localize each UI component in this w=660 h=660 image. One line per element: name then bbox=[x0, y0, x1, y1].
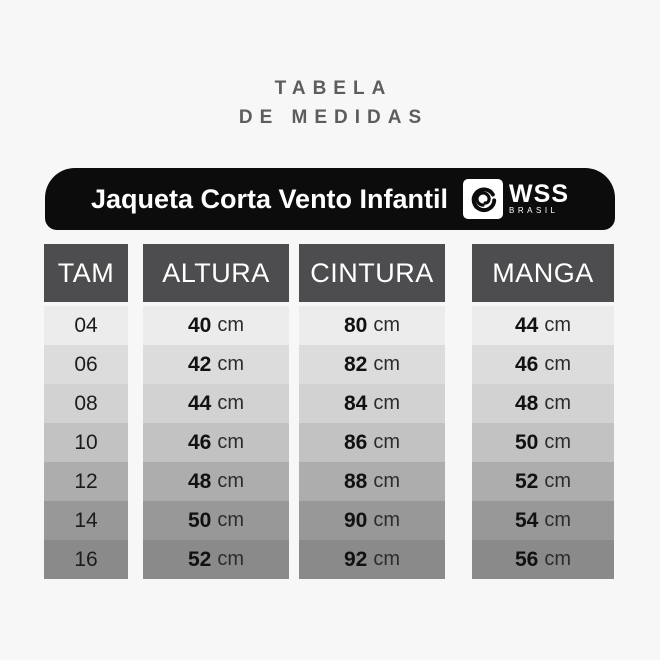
size-cell: 14 bbox=[44, 501, 128, 540]
column-cintura: CINTURA 80 cm 82 cm 84 cm 86 cm 88 cm 90 cm 92 cm bbox=[299, 244, 445, 579]
measure-cell: 84 cm bbox=[299, 384, 445, 423]
measure-cell: 56 cm bbox=[472, 540, 614, 579]
measure-cell: 86 cm bbox=[299, 423, 445, 462]
size-value: 08 bbox=[74, 391, 98, 415]
measure-cell: 92 cm bbox=[299, 540, 445, 579]
measure-unit: cm bbox=[373, 353, 401, 375]
measure-value: 46 bbox=[514, 352, 539, 376]
size-cell: 10 bbox=[44, 423, 128, 462]
measure-value: 52 bbox=[187, 547, 212, 571]
measure-unit: cm bbox=[544, 392, 572, 414]
measure-unit: cm bbox=[373, 548, 401, 570]
size-cell: 12 bbox=[44, 462, 128, 501]
size-value: 14 bbox=[74, 508, 98, 532]
page-title-line2: DE MEDIDAS bbox=[238, 107, 429, 128]
measure-unit: cm bbox=[373, 509, 401, 531]
measure-unit: cm bbox=[373, 470, 401, 492]
column-header-altura: ALTURA bbox=[143, 244, 289, 302]
measure-unit: cm bbox=[544, 509, 572, 531]
measure-unit: cm bbox=[544, 353, 572, 375]
measure-cell: 46 cm bbox=[472, 345, 614, 384]
column-altura: ALTURA 40 cm 42 cm 44 cm 46 cm 48 cm 50 cm 52 cm bbox=[143, 244, 289, 579]
measure-cell: 52 cm bbox=[472, 462, 614, 501]
measure-cell: 48 cm bbox=[143, 462, 289, 501]
measure-value: 50 bbox=[187, 508, 212, 532]
measure-value: 54 bbox=[514, 508, 539, 532]
size-value: 04 bbox=[74, 313, 98, 337]
size-value: 06 bbox=[74, 352, 98, 376]
brand-text: WSS BRASIL bbox=[509, 180, 569, 216]
size-table: TAM 04 06 08 10 12 14 16 ALTURA 40 cm 42 cm 44 cm 46 cm 4… bbox=[44, 244, 616, 579]
size-cell: 16 bbox=[44, 540, 128, 579]
measure-value: 84 bbox=[343, 391, 368, 415]
measure-unit: cm bbox=[544, 470, 572, 492]
measure-unit: cm bbox=[217, 353, 245, 375]
measure-unit: cm bbox=[544, 314, 572, 336]
column-tam: TAM 04 06 08 10 12 14 16 bbox=[44, 244, 128, 579]
measure-cell: 90 cm bbox=[299, 501, 445, 540]
size-cell: 06 bbox=[44, 345, 128, 384]
measure-value: 50 bbox=[514, 430, 539, 454]
size-cell: 08 bbox=[44, 384, 128, 423]
measure-value: 48 bbox=[187, 469, 212, 493]
product-name: Jaqueta Corta Vento Infantil bbox=[90, 183, 449, 214]
measure-cell: 42 cm bbox=[143, 345, 289, 384]
measure-unit: cm bbox=[217, 548, 245, 570]
measure-value: 82 bbox=[343, 352, 368, 376]
measure-value: 86 bbox=[343, 430, 368, 454]
column-header-tam: TAM bbox=[44, 244, 128, 302]
measure-value: 46 bbox=[187, 430, 212, 454]
size-value: 16 bbox=[74, 547, 98, 571]
measure-unit: cm bbox=[373, 431, 401, 453]
column-manga: MANGA 44 cm 46 cm 48 cm 50 cm 52 cm 54 cm 56 cm bbox=[472, 244, 614, 579]
wave-icon bbox=[463, 179, 504, 219]
page-title: TABELA DE MEDIDAS bbox=[0, 74, 660, 132]
brand-sub: BRASIL bbox=[509, 206, 559, 215]
measure-unit: cm bbox=[217, 431, 245, 453]
measure-cell: 88 cm bbox=[299, 462, 445, 501]
measure-value: 92 bbox=[343, 547, 368, 571]
measure-cell: 50 cm bbox=[472, 423, 614, 462]
measure-unit: cm bbox=[217, 470, 245, 492]
measure-value: 80 bbox=[343, 313, 368, 337]
measure-cell: 54 cm bbox=[472, 501, 614, 540]
measure-unit: cm bbox=[373, 314, 401, 336]
measure-cell: 40 cm bbox=[143, 306, 289, 345]
column-header-cintura: CINTURA bbox=[299, 244, 445, 302]
measure-value: 48 bbox=[514, 391, 539, 415]
measure-cell: 50 cm bbox=[143, 501, 289, 540]
size-cell: 04 bbox=[44, 306, 128, 345]
measure-unit: cm bbox=[217, 509, 245, 531]
measure-cell: 46 cm bbox=[143, 423, 289, 462]
measure-cell: 52 cm bbox=[143, 540, 289, 579]
measure-value: 40 bbox=[187, 313, 212, 337]
measure-value: 44 bbox=[187, 391, 212, 415]
measure-unit: cm bbox=[373, 392, 401, 414]
measure-unit: cm bbox=[217, 392, 245, 414]
wss-brasil-logo: WSS BRASIL bbox=[463, 179, 569, 219]
measure-unit: cm bbox=[544, 548, 572, 570]
measure-cell: 80 cm bbox=[299, 306, 445, 345]
measure-value: 52 bbox=[514, 469, 539, 493]
product-banner: Jaqueta Corta Vento Infantil WSS BRASIL bbox=[45, 168, 615, 230]
measure-value: 44 bbox=[514, 313, 539, 337]
size-value: 10 bbox=[74, 430, 98, 454]
size-value: 12 bbox=[74, 469, 98, 493]
page-title-line1: TABELA bbox=[274, 78, 393, 99]
measure-unit: cm bbox=[217, 314, 245, 336]
measure-value: 56 bbox=[514, 547, 539, 571]
column-header-manga: MANGA bbox=[472, 244, 614, 302]
measure-cell: 48 cm bbox=[472, 384, 614, 423]
brand-name: WSS bbox=[509, 180, 569, 208]
measure-cell: 44 cm bbox=[472, 306, 614, 345]
measure-value: 88 bbox=[343, 469, 368, 493]
measure-unit: cm bbox=[544, 431, 572, 453]
measure-value: 90 bbox=[343, 508, 368, 532]
measure-cell: 82 cm bbox=[299, 345, 445, 384]
measure-value: 42 bbox=[187, 352, 212, 376]
measure-cell: 44 cm bbox=[143, 384, 289, 423]
